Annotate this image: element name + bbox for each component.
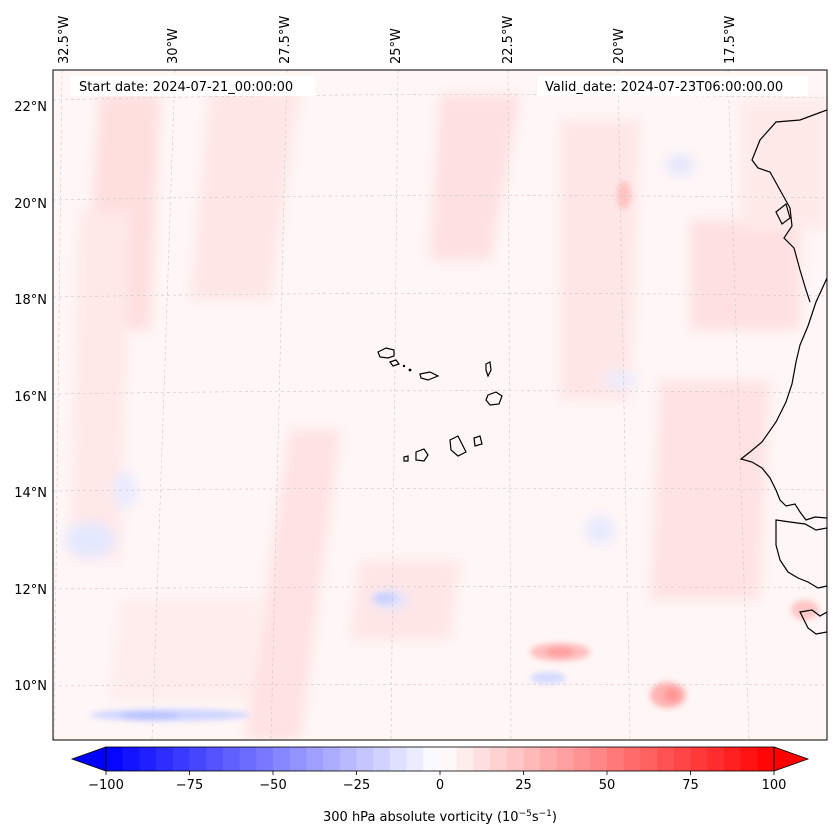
lat-label: 10°N bbox=[14, 679, 47, 694]
colorbar-cell bbox=[707, 747, 725, 771]
colorbar-ticks: −100 −75 −50 −25 0 25 50 75 100 bbox=[88, 771, 786, 793]
valid-date-box bbox=[538, 76, 808, 96]
colorbar-cell bbox=[623, 747, 641, 771]
colorbar-cell bbox=[172, 747, 190, 771]
colorbar-cell bbox=[323, 747, 341, 771]
lon-label: 17.5°W bbox=[723, 16, 738, 64]
colorbar-cell bbox=[607, 747, 625, 771]
colorbar-cell bbox=[523, 747, 541, 771]
colorbar-cell bbox=[256, 747, 274, 771]
lon-label: 22.5°W bbox=[501, 16, 516, 64]
longitude-labels: 32.5°W 30°W 27.5°W 25°W 22.5°W 20°W 17.5… bbox=[57, 16, 738, 64]
colorbar-cell bbox=[690, 747, 708, 771]
lat-label: 20°N bbox=[14, 197, 47, 212]
colorbar-min-extend bbox=[70, 746, 107, 772]
colorbar-cell bbox=[673, 747, 691, 771]
colorbar-cell bbox=[389, 747, 408, 771]
colorbar-cell bbox=[139, 747, 157, 771]
colorbar-cell bbox=[506, 747, 524, 771]
lon-label: 30°W bbox=[166, 28, 181, 64]
lon-label: 32.5°W bbox=[57, 16, 72, 64]
colorbar-cell bbox=[456, 747, 474, 771]
colorbar-cell bbox=[556, 747, 575, 771]
colorbar-tick-label: −100 bbox=[88, 778, 124, 793]
cabo-verde-islands bbox=[377, 347, 503, 462]
lon-label: 20°W bbox=[612, 28, 627, 64]
colorbar-cells bbox=[106, 747, 775, 771]
colorbar-cell bbox=[106, 747, 124, 771]
colorbar-tick-label: −25 bbox=[343, 778, 370, 793]
colorbar-tick-label: 75 bbox=[682, 778, 699, 793]
lat-label: 16°N bbox=[14, 390, 47, 405]
colorbar-tick-label: −75 bbox=[176, 778, 203, 793]
colorbar-cell bbox=[757, 747, 775, 771]
colorbar-cell bbox=[473, 747, 491, 771]
colorbar-cell bbox=[657, 747, 675, 771]
lon-label: 25°W bbox=[389, 28, 404, 64]
colorbar-cell bbox=[239, 747, 257, 771]
vorticity-field bbox=[53, 70, 827, 740]
colorbar-cell bbox=[590, 747, 608, 771]
colorbar-cell bbox=[723, 747, 742, 771]
lat-label: 14°N bbox=[14, 486, 47, 501]
start-date-box bbox=[70, 76, 315, 96]
colorbar-cell bbox=[573, 747, 591, 771]
lat-label: 22°N bbox=[14, 100, 47, 115]
colorbar-cell bbox=[122, 747, 140, 771]
colorbar-cell bbox=[222, 747, 241, 771]
colorbar-cell bbox=[306, 747, 324, 771]
colorbar-max-extend bbox=[773, 746, 810, 772]
colorbar-tick-label: −50 bbox=[259, 778, 286, 793]
colorbar-cell bbox=[156, 747, 174, 771]
lat-label: 12°N bbox=[14, 583, 47, 598]
west-africa-coastline bbox=[739, 109, 827, 635]
colorbar-cell bbox=[373, 747, 391, 771]
colorbar-cell bbox=[339, 747, 357, 771]
valid-date-label: Valid_date: 2024-07-23T06:00:00.00 bbox=[545, 80, 783, 95]
colorbar-cell bbox=[740, 747, 758, 771]
colorbar-cell bbox=[423, 747, 441, 771]
colorbar-cell bbox=[206, 747, 224, 771]
colorbar-cell bbox=[440, 747, 458, 771]
colorbar-tick-label: 0 bbox=[436, 778, 444, 793]
colorbar-tick-label: 25 bbox=[515, 778, 532, 793]
lon-label: 27.5°W bbox=[278, 16, 293, 64]
graticule bbox=[53, 70, 827, 740]
colorbar-cell bbox=[406, 747, 424, 771]
colorbar-cell bbox=[490, 747, 508, 771]
colorbar: −100 −75 −50 −25 0 25 50 75 100 300 hPa absolute… bbox=[70, 746, 810, 825]
map-frame bbox=[52, 69, 828, 741]
start-date-label: Start date: 2024-07-21_00:00:00 bbox=[79, 80, 293, 95]
colorbar-cell bbox=[540, 747, 558, 771]
colorbar-cell bbox=[640, 747, 658, 771]
colorbar-cell bbox=[273, 747, 291, 771]
colorbar-label: 300 hPa absolute vorticity (10−5s−1) bbox=[323, 809, 557, 825]
colorbar-tick-label: 100 bbox=[762, 778, 787, 793]
colorbar-cell bbox=[356, 747, 374, 771]
colorbar-tick-label: 50 bbox=[599, 778, 616, 793]
colorbar-cell bbox=[189, 747, 207, 771]
lat-label: 18°N bbox=[14, 293, 47, 308]
latitude-labels: 22°N 20°N 18°N 16°N 14°N 12°N 10°N bbox=[14, 100, 47, 694]
colorbar-cell bbox=[289, 747, 307, 771]
